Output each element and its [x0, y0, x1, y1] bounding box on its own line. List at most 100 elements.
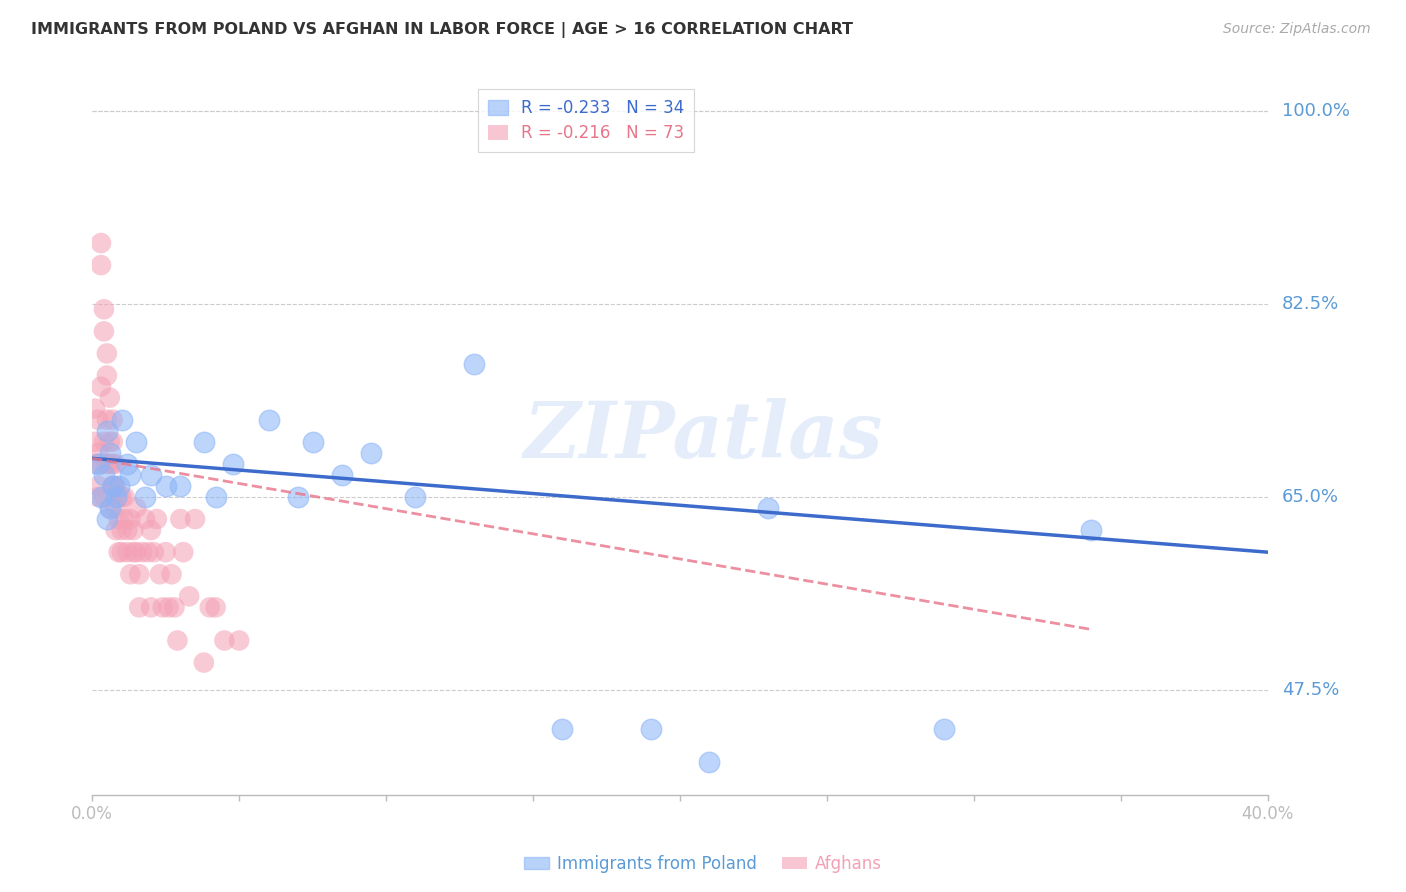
- Point: [193, 434, 215, 449]
- Point: [98, 501, 121, 516]
- Point: [463, 358, 485, 372]
- Point: [87, 413, 110, 427]
- Text: Source: ZipAtlas.com: Source: ZipAtlas.com: [1223, 22, 1371, 37]
- Point: [640, 722, 662, 736]
- Point: [120, 567, 142, 582]
- Point: [128, 600, 150, 615]
- Point: [101, 479, 124, 493]
- Legend: R = -0.233   N = 34, R = -0.216   N = 73: R = -0.233 N = 34, R = -0.216 N = 73: [478, 89, 695, 152]
- Point: [101, 434, 124, 449]
- Point: [330, 467, 353, 482]
- Point: [93, 467, 115, 482]
- Point: [204, 490, 226, 504]
- Point: [157, 600, 180, 615]
- Point: [204, 600, 226, 615]
- Point: [122, 523, 145, 537]
- Point: [287, 490, 309, 504]
- Point: [93, 302, 115, 317]
- Point: [110, 523, 132, 537]
- Point: [98, 434, 121, 449]
- Point: [184, 512, 207, 526]
- Point: [134, 490, 156, 504]
- Point: [110, 490, 132, 504]
- Point: [87, 446, 110, 460]
- Point: [107, 512, 129, 526]
- Point: [96, 424, 118, 438]
- Point: [172, 545, 194, 559]
- Point: [166, 633, 188, 648]
- Point: [117, 545, 139, 559]
- Point: [169, 479, 191, 493]
- Point: [96, 413, 118, 427]
- Point: [84, 434, 107, 449]
- Point: [134, 512, 156, 526]
- Point: [1080, 523, 1102, 537]
- Point: [551, 722, 574, 736]
- Point: [934, 722, 956, 736]
- Point: [84, 401, 107, 416]
- Point: [214, 633, 236, 648]
- Point: [101, 479, 124, 493]
- Point: [101, 457, 124, 471]
- Point: [98, 391, 121, 405]
- Point: [90, 379, 112, 393]
- Point: [93, 434, 115, 449]
- Point: [110, 413, 132, 427]
- Point: [98, 457, 121, 471]
- Point: [104, 457, 127, 471]
- Point: [98, 446, 121, 460]
- Point: [155, 545, 177, 559]
- Point: [117, 523, 139, 537]
- Point: [193, 656, 215, 670]
- Point: [128, 567, 150, 582]
- Point: [125, 434, 148, 449]
- Point: [301, 434, 323, 449]
- Point: [149, 567, 172, 582]
- Point: [114, 512, 136, 526]
- Point: [87, 479, 110, 493]
- Point: [93, 324, 115, 338]
- Point: [139, 467, 162, 482]
- Point: [98, 501, 121, 516]
- Text: IMMIGRANTS FROM POLAND VS AFGHAN IN LABOR FORCE | AGE > 16 CORRELATION CHART: IMMIGRANTS FROM POLAND VS AFGHAN IN LABO…: [31, 22, 853, 38]
- Point: [107, 490, 129, 504]
- Point: [96, 346, 118, 360]
- Point: [104, 523, 127, 537]
- Point: [179, 590, 201, 604]
- Point: [93, 490, 115, 504]
- Point: [87, 490, 110, 504]
- Point: [90, 490, 112, 504]
- Point: [120, 512, 142, 526]
- Point: [169, 512, 191, 526]
- Point: [104, 490, 127, 504]
- Text: 100.0%: 100.0%: [1282, 102, 1350, 120]
- Point: [228, 633, 250, 648]
- Point: [90, 235, 112, 250]
- Point: [198, 600, 221, 615]
- Point: [257, 413, 280, 427]
- Point: [84, 457, 107, 471]
- Point: [120, 467, 142, 482]
- Point: [104, 501, 127, 516]
- Point: [114, 490, 136, 504]
- Point: [96, 457, 118, 471]
- Point: [90, 457, 112, 471]
- Point: [136, 545, 159, 559]
- Text: ZIPatlas: ZIPatlas: [524, 398, 883, 475]
- Point: [125, 501, 148, 516]
- Point: [756, 501, 779, 516]
- Point: [360, 446, 382, 460]
- Point: [404, 490, 426, 504]
- Point: [107, 479, 129, 493]
- Text: 82.5%: 82.5%: [1282, 294, 1339, 313]
- Point: [131, 545, 153, 559]
- Text: 47.5%: 47.5%: [1282, 681, 1340, 699]
- Point: [146, 512, 169, 526]
- Point: [107, 545, 129, 559]
- Point: [104, 479, 127, 493]
- Text: 65.0%: 65.0%: [1282, 488, 1339, 506]
- Point: [139, 523, 162, 537]
- Point: [160, 567, 183, 582]
- Point: [139, 600, 162, 615]
- Point: [101, 413, 124, 427]
